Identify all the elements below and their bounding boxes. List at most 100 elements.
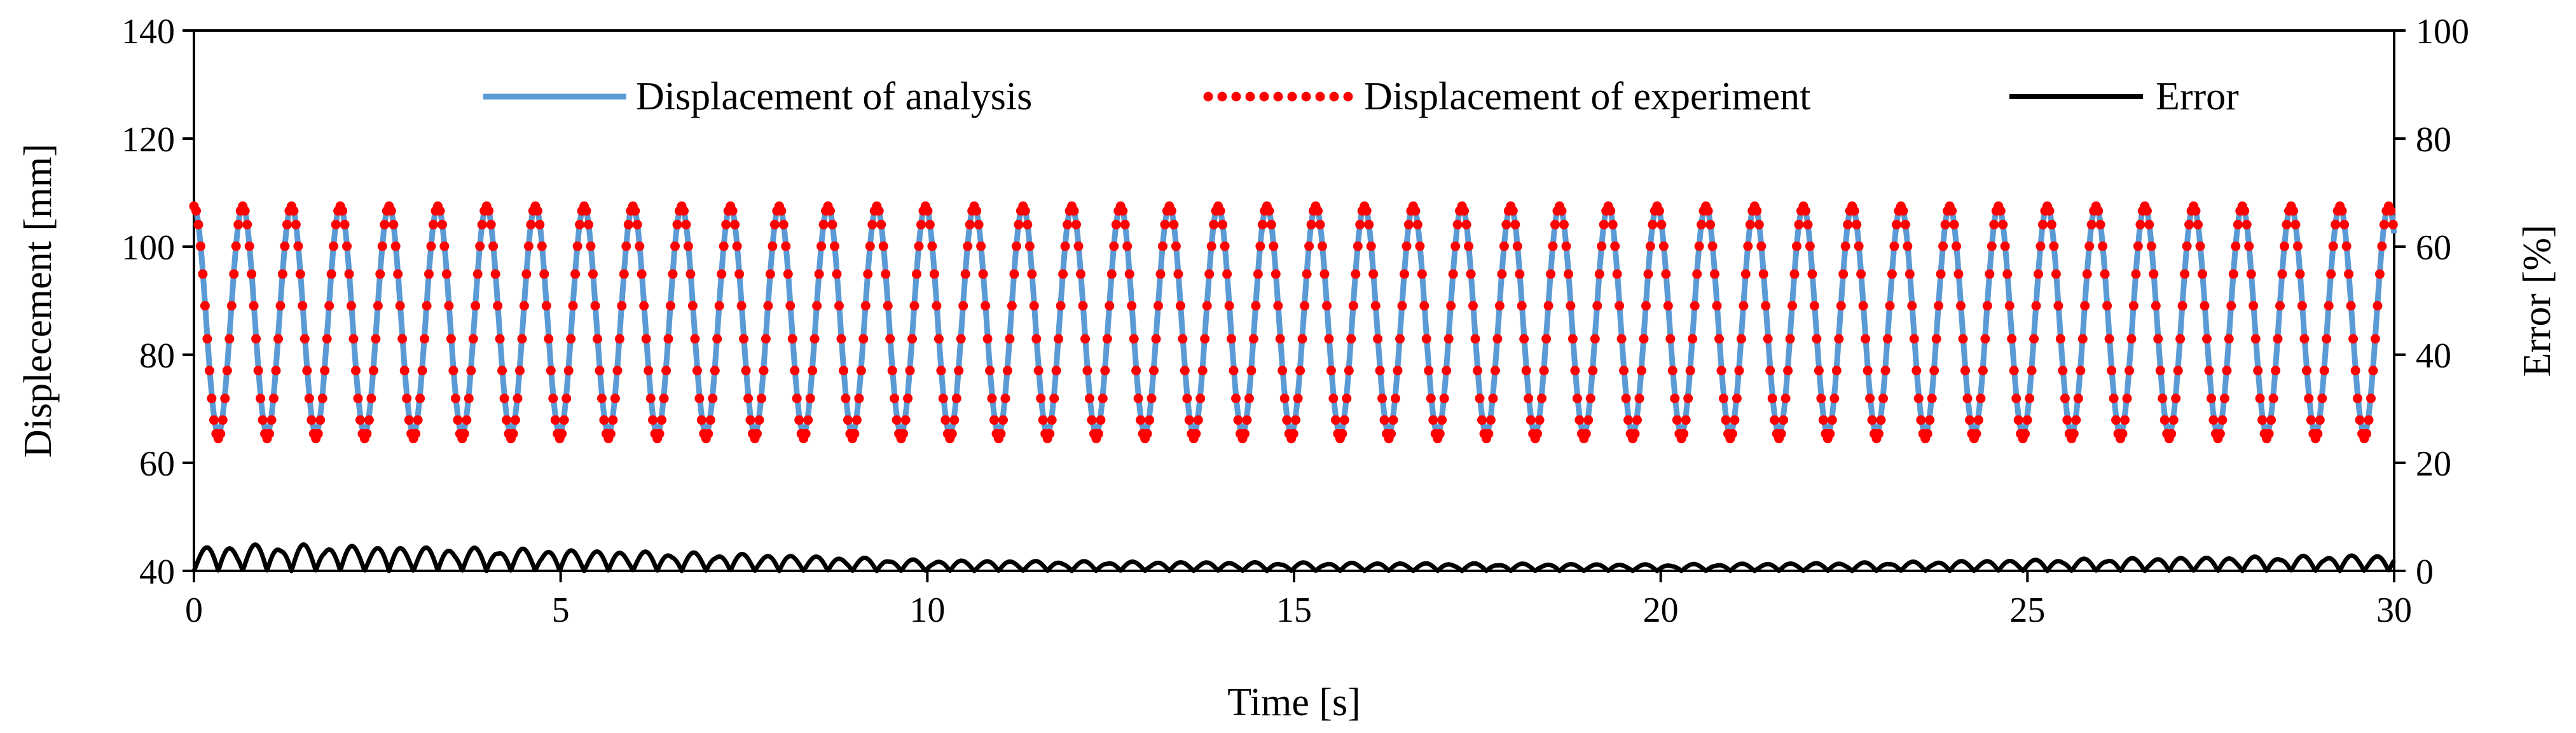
experiment-point [572,241,582,251]
x-axis-title: Time [s] [1227,681,1361,724]
experiment-point [972,206,982,216]
experiment-point [1450,241,1461,251]
experiment-point [1361,206,1372,216]
experiment-point [1300,301,1310,311]
experiment-point [256,394,266,404]
experiment-point [907,334,917,344]
experiment-point [1244,394,1254,404]
experiment-point [269,394,279,404]
experiment-point [1779,415,1789,425]
experiment-point [787,334,797,344]
experiment-point [1485,415,1496,425]
experiment-point [1468,301,1478,311]
experiment-point [282,219,292,229]
experiment-point [484,206,494,216]
experiment-point [2341,241,2352,251]
experiment-point [1818,415,1828,425]
experiment-point [2304,394,2314,404]
experiment-point [1142,428,1152,439]
experiment-point [1049,394,1059,404]
experiment-point [763,301,773,311]
experiment-point [1907,301,1917,311]
experiment-point [1719,394,1728,404]
x-tick-label: 5 [552,591,570,630]
experiment-point [2155,366,2165,376]
experiment-point [1517,301,1527,311]
experiment-point [1324,334,1334,344]
experiment-point [816,241,827,251]
experiment-point [1197,366,1208,376]
experiment-point [1559,219,1569,229]
experiment-point [1889,241,1899,251]
experiment-point [1599,219,1609,229]
experiment-point [1342,394,1352,404]
x-tick-label: 30 [2376,591,2412,630]
experiment-point [830,241,839,251]
experiment-point [2264,428,2274,439]
experiment-point [623,219,633,229]
experiment-point [244,241,254,251]
experiment-point [1891,219,1901,229]
experiment-point [1663,301,1673,311]
experiment-point [1758,269,1768,279]
experiment-point [851,415,862,425]
experiment-point [1903,241,1913,251]
experiment-point [863,269,873,279]
legend-dot [1329,92,1339,102]
experiment-point [832,269,842,279]
experiment-point [637,269,647,279]
experiment-point [2290,219,2301,229]
experiment-point [1641,301,1651,311]
experiment-point [300,334,310,344]
experiment-point [1045,428,1055,439]
experiment-point [1071,219,1081,229]
experiment-point [2273,334,2283,344]
experiment-point [1020,206,1030,216]
experiment-point [191,206,201,216]
experiment-point [2377,241,2387,251]
experiment-point [2301,366,2311,376]
experiment-point [1592,301,1602,311]
experiment-point [1370,301,1381,311]
experiment-point [1149,366,1159,376]
experiment-point [1621,394,1631,404]
experiment-point [1736,334,1746,344]
experiment-point [989,415,999,425]
y2-axis-title: Error [%] [2516,224,2559,376]
experiment-point [2086,219,2097,229]
experiment-point [1637,366,1646,376]
experiment-point [1439,394,1449,404]
x-tick-label: 0 [185,591,203,630]
experiment-point [342,241,352,251]
experiment-point [2173,366,2183,376]
experiment-point [1780,394,1791,404]
experiment-point [570,269,581,279]
experiment-point [1473,366,1482,376]
x-tick-label: 25 [2009,591,2045,630]
experiment-point [1743,241,1753,251]
experiment-point [2098,241,2108,251]
experiment-point [247,269,257,279]
experiment-point [1215,206,1225,216]
experiment-point [1466,269,1476,279]
experiment-point [561,394,572,404]
experiment-point [2350,366,2360,376]
experiment-point [2344,269,2354,279]
experiment-point [1271,269,1281,279]
experiment-point [1222,269,1232,279]
experiment-point [2009,366,2019,376]
experiment-point [1623,415,1634,425]
experiment-point [1175,301,1185,311]
experiment-point [1155,269,1166,279]
experiment-point [783,269,793,279]
experiment-point [1519,334,1529,344]
experiment-point [1936,269,1946,279]
experiment-point [588,269,598,279]
experiment-point [550,415,560,425]
experiment-point [1240,428,1250,439]
experiment-point [1703,206,1713,216]
experiment-point [1388,415,1398,425]
experiment-point [233,219,244,229]
experiment-point [874,206,884,216]
experiment-point [1854,241,1864,251]
